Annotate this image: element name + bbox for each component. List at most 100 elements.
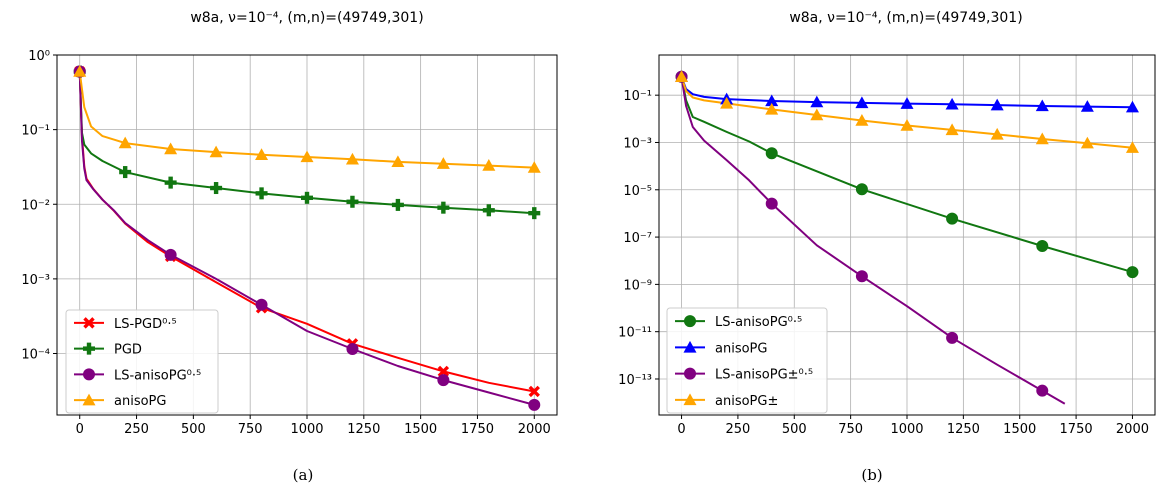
data-point: [345, 152, 359, 165]
legend-label: anisoPG: [114, 394, 166, 409]
data-point: [946, 331, 959, 344]
plot-area: [73, 65, 541, 411]
data-point: [482, 204, 495, 217]
data-point: [437, 374, 450, 387]
x-tick-label: 250: [124, 422, 149, 437]
legend: LS-PGD⁰·⁵ PGD LS-anisoPG⁰·⁵ anisoPG: [65, 309, 219, 414]
x-tick-label: 0: [76, 422, 84, 437]
legend-label: anisoPG±: [715, 394, 778, 409]
data-point: [528, 385, 540, 398]
legend-item: anisoPG: [675, 340, 767, 356]
data-point: [528, 207, 541, 220]
chart-title: w8a, ν=10⁻⁴, (m,n)=(49749,301): [190, 10, 423, 26]
legend-box: [666, 307, 828, 414]
series-line: [78, 71, 535, 169]
data-point: [1035, 99, 1049, 112]
data-point: [119, 166, 132, 179]
x-tick-label: 1250: [947, 422, 980, 437]
data-point: [765, 94, 779, 107]
data-point: [990, 98, 1004, 111]
chart-title: w8a, ν=10⁻⁴, (m,n)=(49749,301): [789, 10, 1022, 26]
legend-item: LS-anisoPG⁰·⁵: [675, 315, 802, 330]
plus-bar-v: [532, 207, 537, 220]
y-tick-label: 10⁻¹³: [618, 373, 652, 388]
plus-bar-v: [168, 176, 173, 189]
data-point: [391, 198, 404, 211]
legend-label: LS-anisoPG⁰·⁵: [715, 315, 802, 330]
data-point: [765, 102, 779, 115]
plus-bar-v: [213, 182, 219, 195]
data-point: [946, 212, 959, 225]
data-point: [210, 182, 223, 195]
legend-label: PGD: [114, 343, 142, 358]
data-point: [83, 317, 95, 329]
x-stroke-2: [437, 365, 450, 378]
legend-box: [65, 309, 219, 414]
x-tick-label: 1750: [461, 422, 494, 437]
data-point: [900, 97, 914, 109]
x-tick-label: 1500: [404, 422, 437, 437]
data-point: [83, 368, 95, 381]
data-point: [683, 340, 697, 353]
x-tick-label: 2000: [518, 422, 551, 437]
panel-b: w8a, ν=10⁻⁴, (m,n)=(49749,301) (b) 0 250 500…: [618, 10, 1156, 484]
y-tick-label: 10⁻²: [21, 198, 50, 213]
data-point: [1080, 136, 1094, 149]
y-tick-label: 10⁻¹¹: [618, 326, 652, 341]
legend-label: LS-anisoPG±⁰·⁵: [715, 368, 813, 383]
y-tick-label: 10⁻¹: [21, 124, 50, 139]
data-point: [118, 136, 132, 149]
legend-item: LS-anisoPG⁰·⁵: [74, 368, 201, 383]
x-tick-label: 1000: [890, 422, 923, 437]
data-point: [528, 398, 541, 411]
legend-label: LS-PGD⁰·⁵: [114, 317, 177, 332]
x-stroke-2: [83, 317, 95, 329]
data-point: [164, 176, 177, 189]
plus-bar-v: [86, 342, 92, 355]
data-point: [527, 161, 541, 173]
data-point: [1035, 132, 1049, 145]
data-point: [855, 270, 868, 283]
x-tick-label: 1500: [1003, 422, 1036, 437]
plus-bar-v: [486, 204, 492, 217]
x-tick-label: 2000: [1116, 422, 1149, 437]
data-point: [164, 142, 178, 155]
legend: LS-anisoPG⁰·⁵ anisoPG LS-anisoPG±⁰·⁵ anisoP…: [666, 307, 828, 414]
data-point: [1126, 266, 1139, 279]
data-point: [82, 393, 96, 406]
series-line: [680, 76, 1133, 149]
data-point: [255, 187, 268, 200]
x-tick-label: 750: [838, 422, 863, 437]
data-point: [765, 147, 778, 160]
data-point: [765, 197, 778, 210]
y-tick-label: 10⁻⁷: [623, 231, 652, 246]
legend-item: anisoPG±: [675, 393, 778, 409]
x-tick-label: 1000: [290, 422, 323, 437]
data-point: [1036, 384, 1049, 397]
data-point: [300, 150, 314, 163]
data-point: [255, 298, 268, 311]
data-point: [73, 65, 87, 77]
data-point: [436, 157, 450, 169]
legend-label: LS-anisoPG⁰·⁵: [114, 368, 201, 383]
plus-bar-v: [441, 201, 446, 214]
y-tick-label: 10⁻⁵: [623, 184, 652, 199]
data-point: [1036, 239, 1049, 252]
x-tick-label: 1750: [1060, 422, 1093, 437]
chart-caption: (a): [293, 466, 314, 484]
data-point: [482, 159, 496, 171]
y-tick-label: 10⁰: [28, 49, 50, 64]
legend-item: LS-anisoPG±⁰·⁵: [675, 367, 813, 383]
x-tick-label: 250: [725, 422, 750, 437]
data-point: [209, 145, 223, 158]
legend-label: anisoPG: [715, 341, 767, 356]
data-point: [301, 191, 313, 204]
data-point: [990, 127, 1004, 140]
plot-area: [675, 70, 1139, 405]
data-point: [83, 342, 95, 355]
data-point: [945, 97, 959, 110]
data-point: [855, 183, 868, 196]
data-point: [437, 365, 450, 378]
data-point: [900, 119, 914, 131]
